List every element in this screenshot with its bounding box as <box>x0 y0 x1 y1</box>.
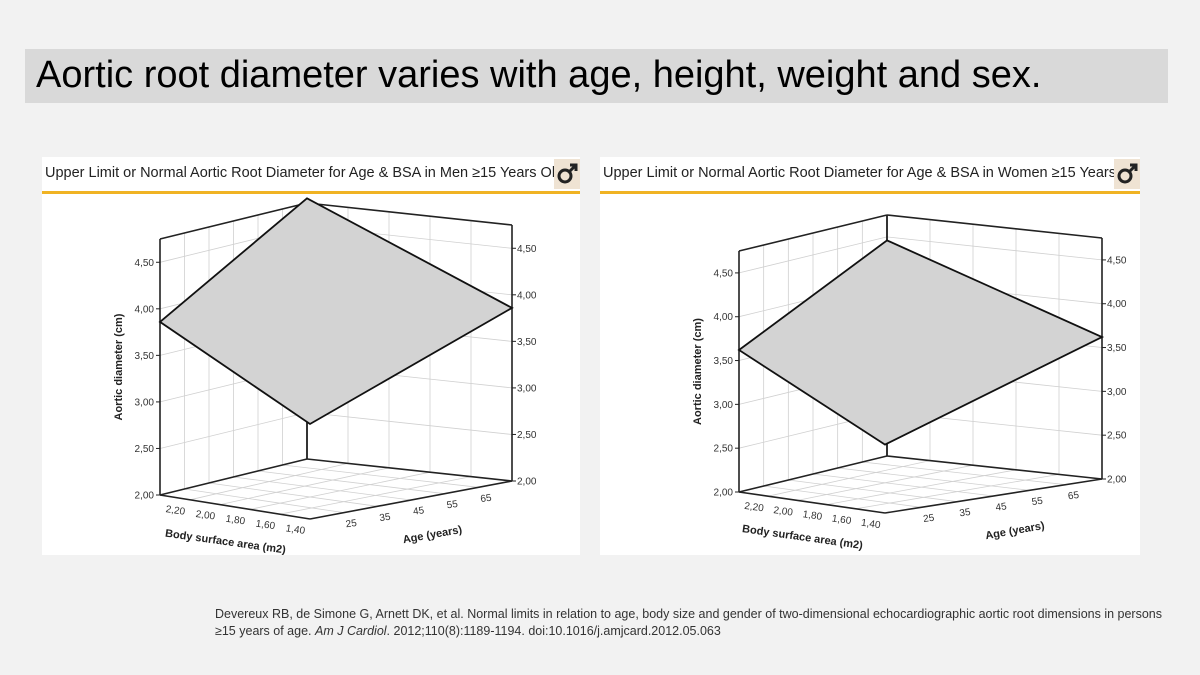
floor-grid-line <box>837 467 1030 491</box>
wall-grid-line <box>738 455 1103 493</box>
z-tick-label-right: 2,50 <box>1107 431 1127 442</box>
floor-grid-line <box>763 485 922 508</box>
3d-surface-chart-women: 2,00 2,00 2,50 2,50 3,00 3,00 3,50 3,50 4,00 4,00… <box>692 214 1127 552</box>
regression-plane <box>158 197 514 426</box>
z-tick-label-left: 3,50 <box>714 356 734 367</box>
y-tick-label: 25 <box>923 513 936 526</box>
z-tick-label-right: 4,50 <box>1107 255 1127 266</box>
floor-grid-line <box>788 479 958 503</box>
y-tick-label: 25 <box>345 518 358 531</box>
box-edge <box>886 455 1103 480</box>
box-edge <box>309 480 513 520</box>
z-tick-label-left: 4,00 <box>135 304 155 315</box>
x-tick-label: 1,40 <box>860 518 881 532</box>
y-tick-label: 45 <box>412 505 425 518</box>
floor-grid-line <box>233 476 412 501</box>
citation: Devereux RB, de Simone G, Arnett DK, et … <box>215 606 1175 640</box>
z-tick-label-left: 3,00 <box>135 397 155 408</box>
z-tick-label-right: 2,50 <box>517 430 537 441</box>
male-symbol-icon <box>1114 159 1140 189</box>
z-tick-label-right: 4,00 <box>1107 299 1127 310</box>
box-edge <box>306 458 513 482</box>
z-tick-label-right: 3,50 <box>517 337 537 348</box>
y-axis-title: Age (years) <box>984 520 1045 542</box>
x-tick-label: 1,40 <box>285 523 306 537</box>
y-tick-label: 35 <box>959 507 972 520</box>
floor-grid-line <box>812 473 994 497</box>
box-edge <box>306 202 513 226</box>
z-axis-title: Aortic diameter (cm) <box>113 313 125 420</box>
z-tick-label-right: 4,50 <box>517 244 537 255</box>
x-tick-label: 2,20 <box>744 501 765 515</box>
x-tick-label: 2,00 <box>773 505 794 519</box>
citation-details: . 2012;110(8):1189-1194. doi:10.1016/j.a… <box>386 624 721 638</box>
chart-title: Upper Limit or Normal Aortic Root Diamet… <box>603 165 1118 181</box>
z-tick-label-left: 2,50 <box>135 444 155 455</box>
z-tick-label-left: 4,50 <box>135 258 155 269</box>
floor-grid-line <box>184 488 344 514</box>
chart-panel-men: Upper Limit or Normal Aortic Root Diamet… <box>42 157 580 555</box>
x-axis-title: Body surface area (m2) <box>741 523 863 552</box>
box-edge <box>159 202 308 240</box>
z-tick-label-right: 2,00 <box>1107 475 1127 486</box>
3d-surface-chart-men: 2,00 2,00 2,50 2,50 3,00 3,00 3,50 3,50 4,00 4,00… <box>113 197 537 555</box>
floor-grid-line <box>862 461 1066 486</box>
chart-title: Upper Limit or Normal Aortic Root Diamet… <box>45 165 560 181</box>
wall-grid-line <box>159 458 513 496</box>
z-tick-label-right: 3,00 <box>517 383 537 394</box>
box-edge <box>159 458 308 496</box>
z-tick-label-left: 2,00 <box>135 491 155 502</box>
z-tick-label-right: 3,00 <box>1107 387 1127 398</box>
y-tick-label: 45 <box>995 501 1008 514</box>
z-tick-label-right: 3,50 <box>1107 343 1127 354</box>
z-tick-label-right: 4,00 <box>517 290 537 301</box>
floor-grid-line <box>257 470 445 495</box>
box-edge <box>738 455 888 493</box>
z-axis-title: Aortic diameter (cm) <box>692 318 704 425</box>
x-tick-label: 1,60 <box>255 519 276 533</box>
z-tick-label-left: 3,50 <box>135 351 155 362</box>
wall-grid-line <box>159 412 513 449</box>
floor-grid-line <box>208 482 378 507</box>
floor-grid-line <box>282 464 479 488</box>
x-tick-label: 1,80 <box>225 514 246 528</box>
male-symbol-icon <box>554 159 580 189</box>
box-edge <box>738 214 888 252</box>
box-edge <box>884 478 1103 514</box>
chart-header: Upper Limit or Normal Aortic Root Diamet… <box>600 157 1140 194</box>
x-tick-label: 2,00 <box>195 509 216 523</box>
y-tick-label: 65 <box>1067 490 1080 503</box>
slide-title-bar: Aortic root diameter varies with age, he… <box>25 49 1168 103</box>
y-tick-label: 65 <box>480 493 493 506</box>
box-edge <box>886 214 1103 239</box>
z-tick-label-left: 4,50 <box>714 268 734 279</box>
z-tick-label-left: 3,00 <box>714 400 734 411</box>
z-tick-label-left: 2,00 <box>714 488 734 499</box>
citation-text: Devereux RB, de Simone G, Arnett DK, et … <box>215 607 1163 638</box>
y-tick-label: 55 <box>446 499 459 512</box>
chart-panel-women: Upper Limit or Normal Aortic Root Diamet… <box>600 157 1140 555</box>
y-tick-label: 55 <box>1031 496 1044 509</box>
x-tick-label: 2,20 <box>165 504 186 518</box>
chart-header: Upper Limit or Normal Aortic Root Diamet… <box>42 157 580 194</box>
regression-plane <box>737 239 1105 446</box>
slide-title: Aortic root diameter varies with age, he… <box>36 54 1042 96</box>
z-tick-label-left: 4,00 <box>714 312 734 323</box>
x-axis-title: Body surface area (m2) <box>164 528 286 555</box>
x-tick-label: 1,80 <box>802 509 823 523</box>
citation-journal: Am J Cardiol <box>315 624 387 638</box>
y-tick-label: 35 <box>379 512 392 525</box>
x-tick-label: 1,60 <box>831 513 852 527</box>
z-tick-label-right: 2,00 <box>517 477 537 488</box>
z-tick-label-left: 2,50 <box>714 444 734 455</box>
y-axis-title: Age (years) <box>402 524 463 546</box>
box-edge <box>159 494 311 520</box>
box-edge <box>738 491 886 514</box>
